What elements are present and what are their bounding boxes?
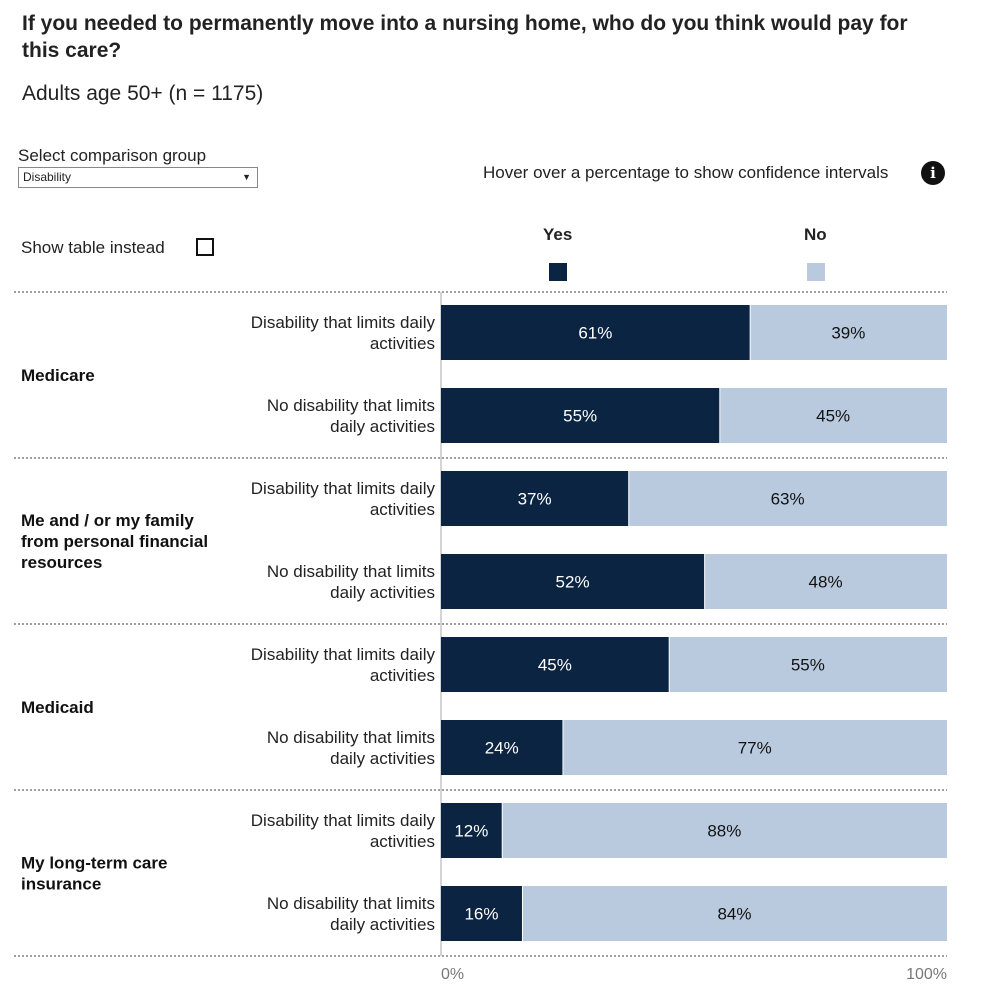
bar-segment-no[interactable] (563, 720, 947, 775)
bar-segment-no[interactable] (522, 886, 947, 941)
bar-segment-no[interactable] (720, 388, 947, 443)
bar-segment-no[interactable] (629, 471, 947, 526)
bar-segment-no[interactable] (750, 305, 947, 360)
legend-swatch-no[interactable] (807, 263, 825, 281)
bar-segment-no[interactable] (705, 554, 947, 609)
data-label-no[interactable]: 48% (809, 573, 843, 592)
data-label-yes[interactable]: 45% (538, 656, 572, 675)
data-label-yes[interactable]: 61% (578, 324, 612, 343)
show-table-checkbox[interactable] (196, 238, 214, 256)
row-label: Disability that limits daily (251, 645, 436, 664)
bar-segment-yes[interactable] (441, 720, 563, 775)
comparison-group-value: Disability (23, 170, 72, 184)
data-label-no[interactable]: 45% (816, 407, 850, 426)
bar-segment-no[interactable] (669, 637, 947, 692)
row-label: No disability that limits (267, 894, 435, 913)
data-label-yes[interactable]: 24% (485, 739, 519, 758)
row-label: activities (370, 334, 435, 353)
row-label: Disability that limits daily (251, 313, 436, 332)
data-label-yes[interactable]: 37% (518, 490, 552, 509)
legend-swatch-yes[interactable] (549, 263, 567, 281)
bar-segment-yes[interactable] (441, 886, 522, 941)
legend-label-yes: Yes (543, 225, 573, 244)
data-label-yes[interactable]: 55% (563, 407, 597, 426)
data-label-yes[interactable]: 52% (556, 573, 590, 592)
group-label: from personal financial (21, 532, 208, 551)
show-table-label: Show table instead (21, 238, 165, 257)
row-label: daily activities (330, 417, 435, 436)
comparison-group-select[interactable]: Disability ▼ (18, 167, 258, 188)
row-label: daily activities (330, 749, 435, 768)
chevron-down-icon: ▼ (242, 172, 251, 182)
comparison-group-label: Select comparison group (18, 146, 207, 165)
chart-subtitle: Adults age 50+ (n = 1175) (22, 82, 264, 105)
group-label: resources (21, 553, 102, 572)
row-label: daily activities (330, 583, 435, 602)
bar-segment-yes[interactable] (441, 554, 705, 609)
bar-segment-yes[interactable] (441, 388, 720, 443)
row-label: activities (370, 666, 435, 685)
bar-segment-yes[interactable] (441, 471, 629, 526)
bar-segment-yes[interactable] (441, 803, 502, 858)
row-label: Disability that limits daily (251, 479, 436, 498)
group-label: Medicare (21, 366, 95, 385)
data-label-no[interactable]: 63% (771, 490, 805, 509)
data-label-yes[interactable]: 16% (464, 905, 498, 924)
hover-instructions: Hover over a percentage to show confiden… (483, 163, 889, 182)
bar-segment-yes[interactable] (441, 305, 750, 360)
group-label: Medicaid (21, 698, 94, 717)
data-label-no[interactable]: 77% (738, 739, 772, 758)
data-label-no[interactable]: 88% (707, 822, 741, 841)
row-label: No disability that limits (267, 728, 435, 747)
data-label-yes[interactable]: 12% (454, 822, 488, 841)
row-label: daily activities (330, 915, 435, 934)
data-label-no[interactable]: 84% (717, 905, 751, 924)
row-label: No disability that limits (267, 396, 435, 415)
row-label: activities (370, 832, 435, 851)
group-label: Me and / or my family (21, 511, 194, 530)
x-tick-label: 0% (441, 966, 464, 983)
row-label: activities (370, 500, 435, 519)
group-label: insurance (21, 875, 101, 894)
chart-title: If you needed to permanently move into a… (22, 12, 908, 62)
data-label-no[interactable]: 55% (791, 656, 825, 675)
row-label: No disability that limits (267, 562, 435, 581)
bar-segment-yes[interactable] (441, 637, 669, 692)
row-label: Disability that limits daily (251, 811, 436, 830)
x-tick-label: 100% (906, 966, 947, 983)
legend-label-no: No (804, 225, 827, 244)
info-icon[interactable]: i (921, 161, 945, 185)
group-label: My long-term care (21, 854, 167, 873)
bar-segment-no[interactable] (502, 803, 947, 858)
data-label-no[interactable]: 39% (831, 324, 865, 343)
